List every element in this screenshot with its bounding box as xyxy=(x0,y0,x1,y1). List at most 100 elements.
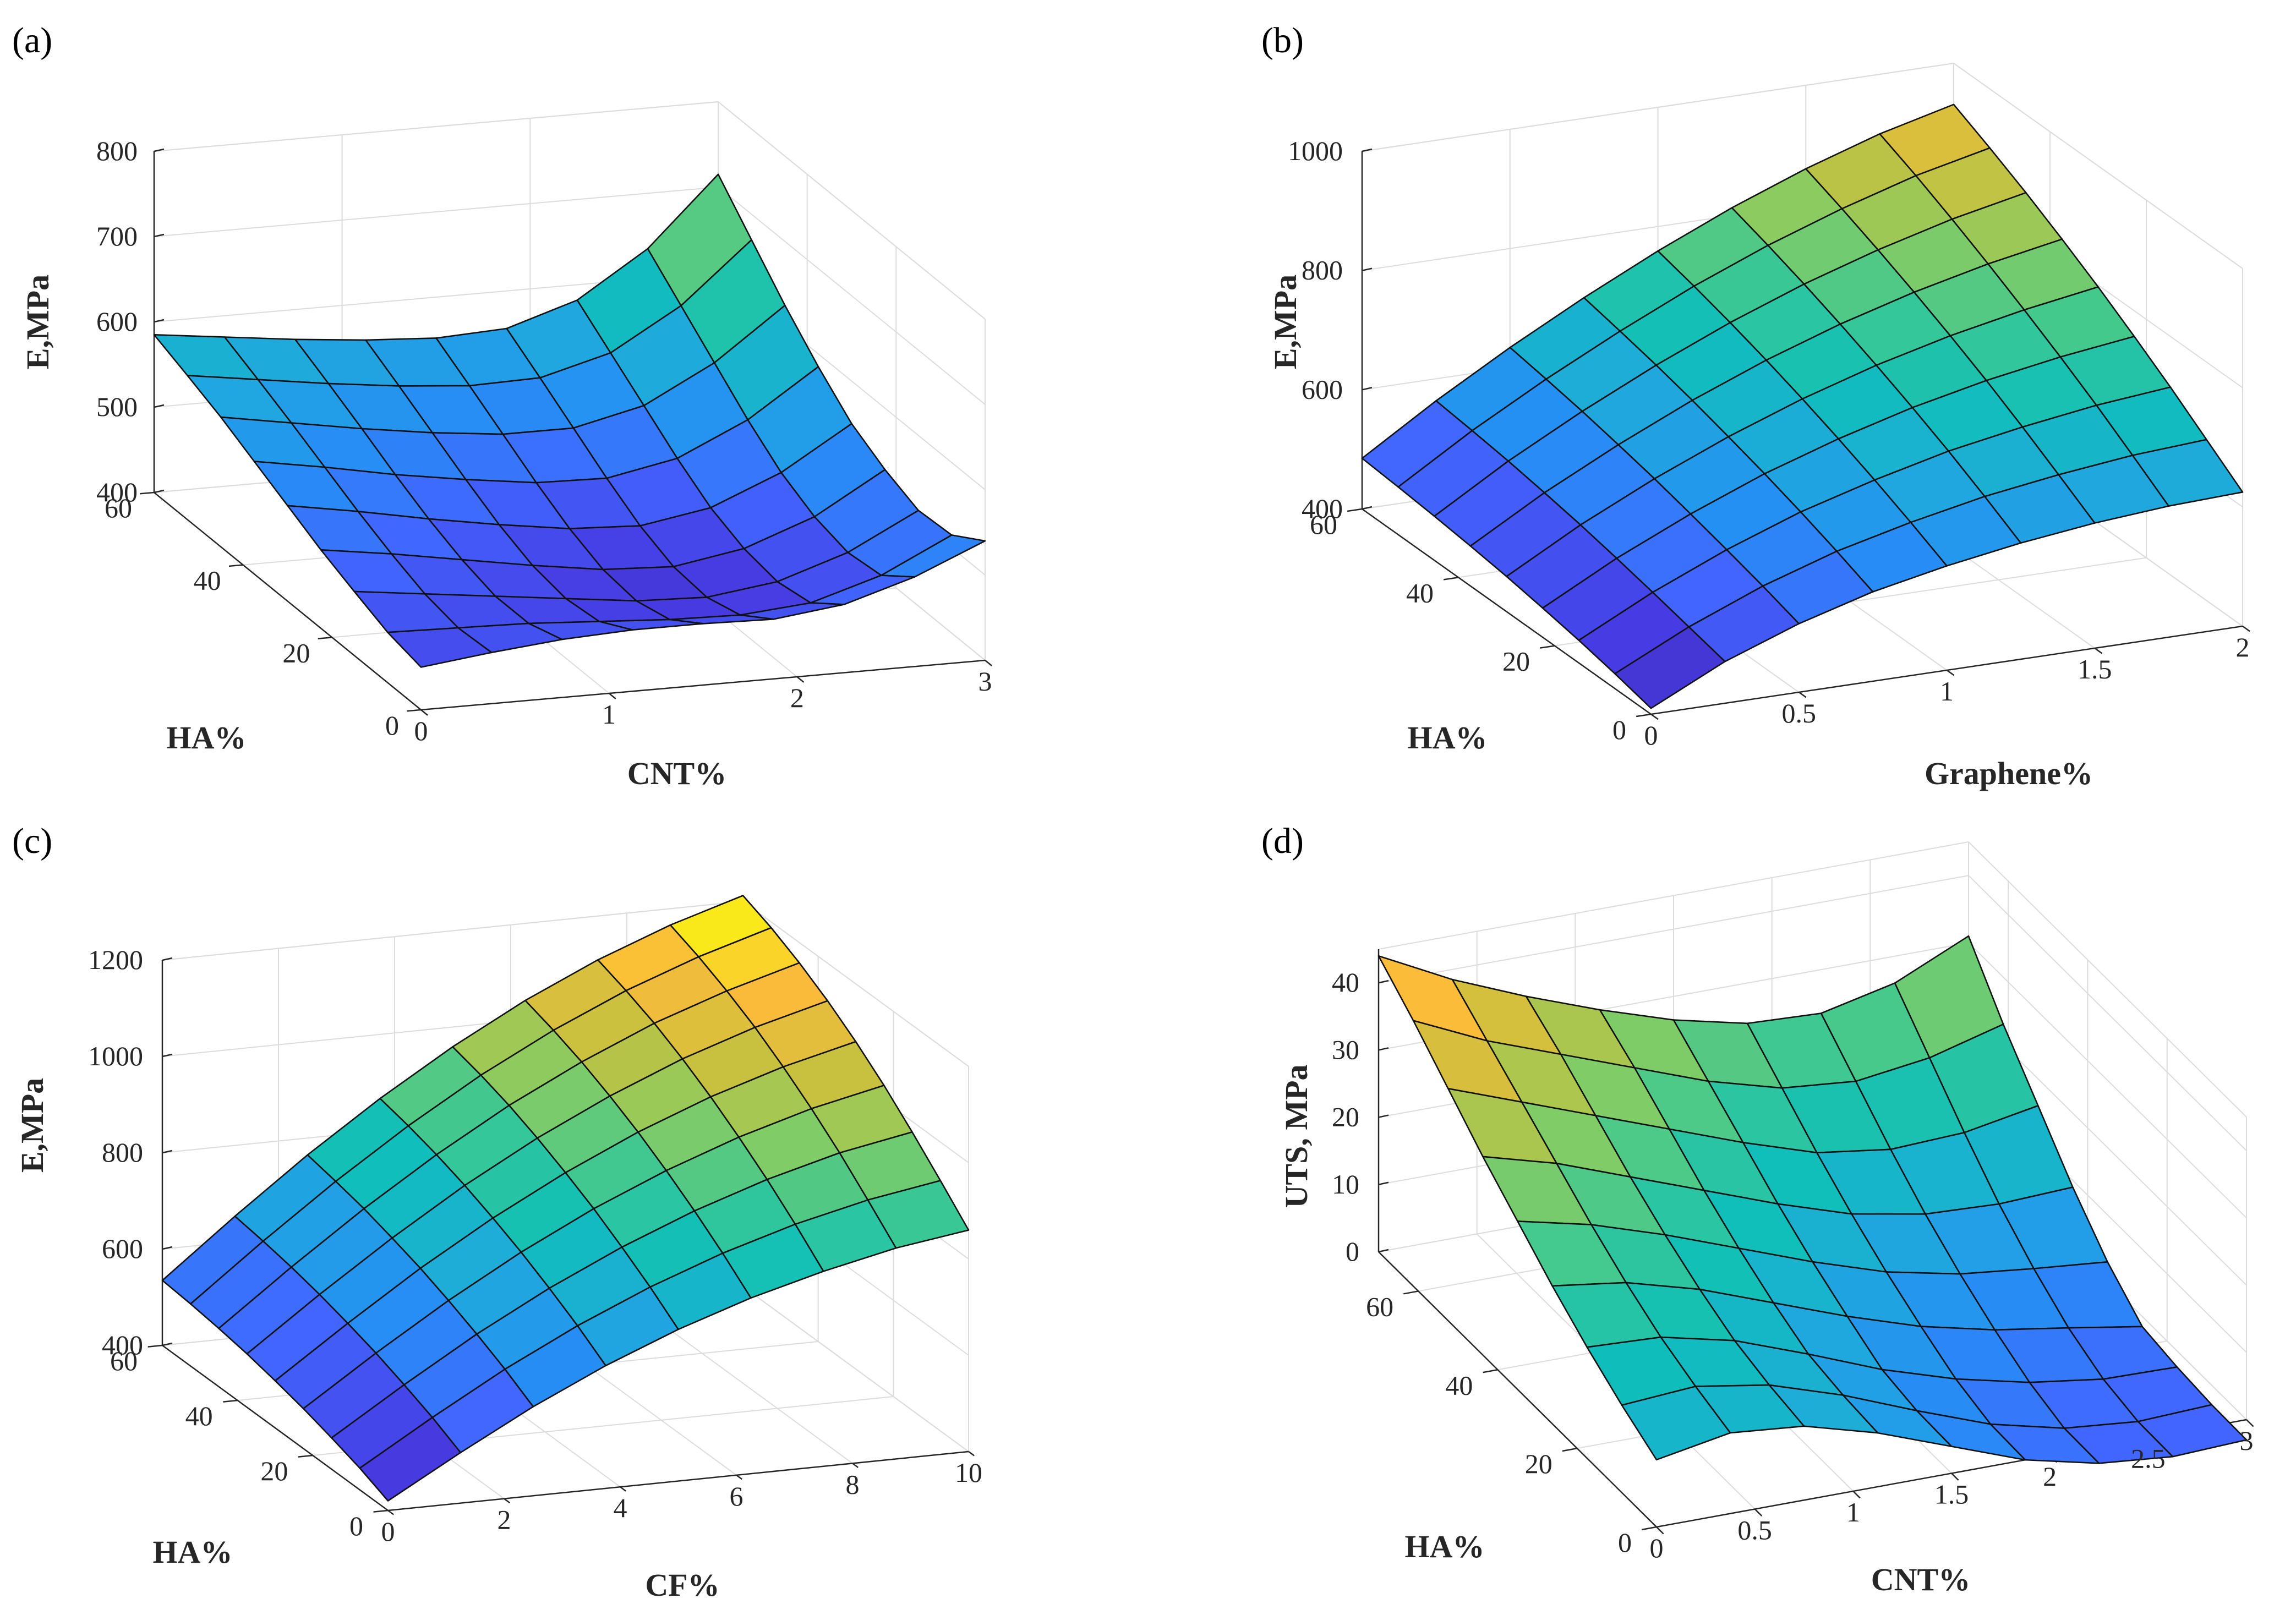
z-tick-mark xyxy=(1362,387,1373,391)
box-edge xyxy=(1968,841,2247,1118)
x-axis-line xyxy=(420,659,986,711)
y-tick-label: 40 xyxy=(185,1400,213,1431)
x-tick-mark xyxy=(2094,647,2103,654)
z-tick-label: 1200 xyxy=(88,944,143,975)
x-axis-label-d: CNT% xyxy=(1871,1562,1970,1597)
z-tick-mark xyxy=(154,233,165,238)
x-tick-mark xyxy=(968,1450,975,1457)
surface xyxy=(161,895,970,1502)
x-tick-label: 1 xyxy=(1940,676,1954,707)
x-axis-label-a: CNT% xyxy=(627,756,726,791)
x-tick-label: 10 xyxy=(955,1457,982,1488)
z-tick-label: 800 xyxy=(1302,255,1343,286)
y-tick-mark xyxy=(1636,713,1652,718)
y-axis-line xyxy=(1378,1251,1657,1528)
y-tick-mark xyxy=(1539,645,1555,649)
box-edge xyxy=(742,1286,969,1452)
z-tick-label: 500 xyxy=(96,391,138,422)
z-tick-label: 400 xyxy=(102,1329,143,1360)
z-tick-label: 600 xyxy=(1302,374,1343,404)
z-axis-label-a: E,MPa xyxy=(20,275,56,369)
panel-label-b: (b) xyxy=(1261,20,1304,61)
y-tick-mark xyxy=(1443,577,1459,581)
z-tick-mark xyxy=(1378,1114,1389,1118)
y-tick-mark xyxy=(373,1509,389,1513)
x-tick-label: 1 xyxy=(602,699,616,730)
y-tick-mark xyxy=(407,709,422,712)
z-tick-label: 400 xyxy=(96,477,138,507)
y-tick-label: 20 xyxy=(1525,1448,1552,1479)
y-axis-label-c: HA% xyxy=(153,1534,233,1570)
y-tick-mark xyxy=(1483,1369,1498,1373)
z-tick-label: 400 xyxy=(1302,493,1343,524)
y-tick-label: 60 xyxy=(110,1345,138,1376)
panel-label-d: (d) xyxy=(1261,821,1304,861)
y-tick-mark xyxy=(140,491,155,495)
x-tick-label: 2 xyxy=(498,1504,511,1535)
z-tick-label: 10 xyxy=(1332,1169,1359,1200)
z-tick-mark xyxy=(1378,979,1389,984)
z-tick-label: 600 xyxy=(102,1233,143,1264)
y-tick-label: 40 xyxy=(1406,577,1434,608)
z-tick-mark xyxy=(1362,148,1373,152)
y-tick-label: 0 xyxy=(349,1510,363,1541)
z-tick-label: 40 xyxy=(1332,967,1359,998)
z-axis-label-c: E,MPa xyxy=(14,1078,50,1173)
surface xyxy=(1361,103,2244,709)
y-tick-label: 60 xyxy=(1366,1291,1393,1322)
x-tick-label: 0 xyxy=(414,715,428,746)
x-tick-label: 2 xyxy=(2236,632,2250,663)
x-tick-label: 3 xyxy=(2240,1425,2254,1456)
z-tick-mark xyxy=(154,319,165,323)
x-tick-label: 0 xyxy=(1650,1532,1664,1563)
y-tick-label: 20 xyxy=(1502,646,1530,677)
z-tick-mark xyxy=(154,489,165,494)
box-edge xyxy=(1378,841,1969,950)
z-tick-mark xyxy=(1378,1181,1389,1185)
y-tick-mark xyxy=(1562,1447,1577,1452)
z-tick-mark xyxy=(1362,506,1373,510)
z-tick-label: 800 xyxy=(96,135,138,166)
z-axis-label-b: E,MPa xyxy=(1267,275,1303,369)
x-axis-label-b: Graphene% xyxy=(1925,756,2093,791)
z-tick-label: 0 xyxy=(1346,1236,1359,1267)
x-tick-label: 1 xyxy=(1846,1497,1860,1528)
surface-patch xyxy=(1621,1386,1731,1461)
z-tick-mark xyxy=(154,148,165,152)
panel-label-a: (a) xyxy=(12,20,52,61)
box-edge xyxy=(742,901,969,1067)
x-tick-mark xyxy=(1798,691,1807,698)
x-tick-mark xyxy=(1656,1526,1664,1535)
box-edge xyxy=(162,901,744,961)
box-edge xyxy=(1362,63,1954,152)
y-tick-mark xyxy=(298,1454,313,1458)
x-tick-mark xyxy=(1946,669,1955,676)
x-tick-label: 0 xyxy=(381,1516,395,1547)
y-tick-label: 60 xyxy=(105,492,132,523)
x-tick-label: 2 xyxy=(2043,1461,2057,1492)
z-tick-mark xyxy=(162,1246,173,1250)
z-tick-mark xyxy=(162,1149,173,1154)
y-tick-label: 0 xyxy=(1618,1527,1632,1558)
x-tick-label: 1.5 xyxy=(1934,1479,1969,1510)
y-axis-label-d: HA% xyxy=(1405,1529,1485,1564)
y-tick-label: 60 xyxy=(1310,509,1337,540)
y-axis-line xyxy=(1362,508,1652,715)
x-tick-label: 2 xyxy=(790,682,804,713)
y-tick-label: 40 xyxy=(1445,1370,1473,1400)
box-edge xyxy=(1953,63,2243,269)
y-tick-label: 20 xyxy=(260,1455,288,1486)
box-edge xyxy=(154,101,719,152)
z-tick-label: 1000 xyxy=(1288,135,1343,166)
x-axis-label-c: CF% xyxy=(645,1567,719,1603)
z-tick-mark xyxy=(162,1053,173,1058)
y-tick-mark xyxy=(1641,1526,1657,1531)
z-tick-label: 800 xyxy=(102,1137,143,1168)
z-tick-mark xyxy=(162,1342,173,1346)
x-tick-mark xyxy=(2246,1419,2254,1427)
x-tick-label: 1.5 xyxy=(2078,654,2112,685)
y-tick-label: 0 xyxy=(1612,714,1626,745)
